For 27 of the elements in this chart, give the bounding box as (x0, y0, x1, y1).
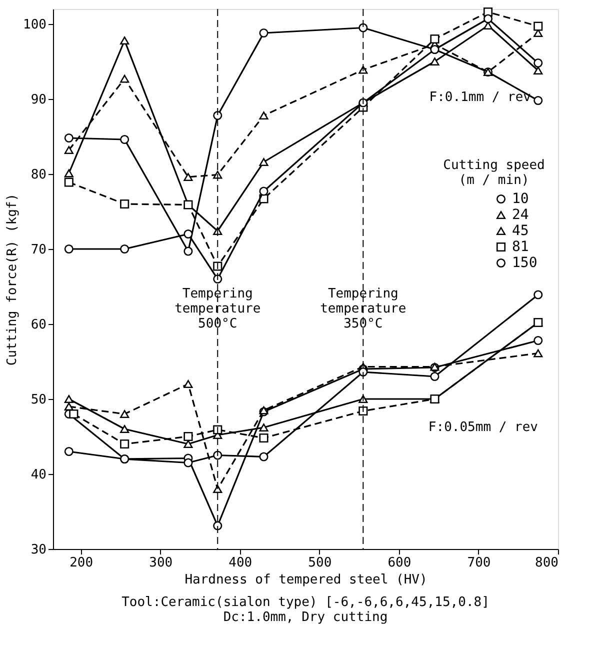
y-tick-label: 30 (30, 542, 46, 558)
x-tick-label: 700 (467, 556, 491, 570)
y-tick-label: 80 (30, 168, 46, 182)
text: Tool:Ceramic(sialon type) [-6,-6,6,6,45,15,0.8] (122, 595, 490, 610)
y-axis-title: Cutting force(R) (kgf) (5, 193, 20, 366)
legend-title: Cutting speed (m / min) (443, 158, 545, 188)
x-tick-label: 400 (228, 556, 252, 570)
x-tick-label: 800 (535, 556, 558, 570)
y-tick-label: 50 (30, 392, 46, 408)
legend-label: 45 (512, 223, 529, 239)
legend-label: 24 (512, 207, 529, 223)
y-tick-label: 100 (23, 18, 46, 32)
x-tick-label: 200 (70, 556, 94, 570)
annotation: F:0.1mm / rev (429, 90, 532, 105)
text: Dc:1.0mm, Dry cutting (223, 610, 388, 625)
legend-label: 81 (512, 239, 529, 255)
x-axis-title: Hardness of tempered steel (HV) (184, 572, 428, 588)
y-tick-label: 60 (30, 318, 46, 332)
y-tick-label: 70 (30, 242, 46, 258)
x-tick-label: 600 (388, 556, 412, 570)
legend-label: 150 (512, 255, 538, 271)
y-tick-label: 90 (30, 92, 46, 108)
legend-label: 10 (512, 191, 529, 207)
x-tick-label: 500 (308, 556, 332, 570)
x-tick-label: 300 (149, 556, 173, 570)
y-tick-label: 40 (30, 468, 46, 482)
annotation: F:0.05mm / rev (428, 420, 538, 435)
